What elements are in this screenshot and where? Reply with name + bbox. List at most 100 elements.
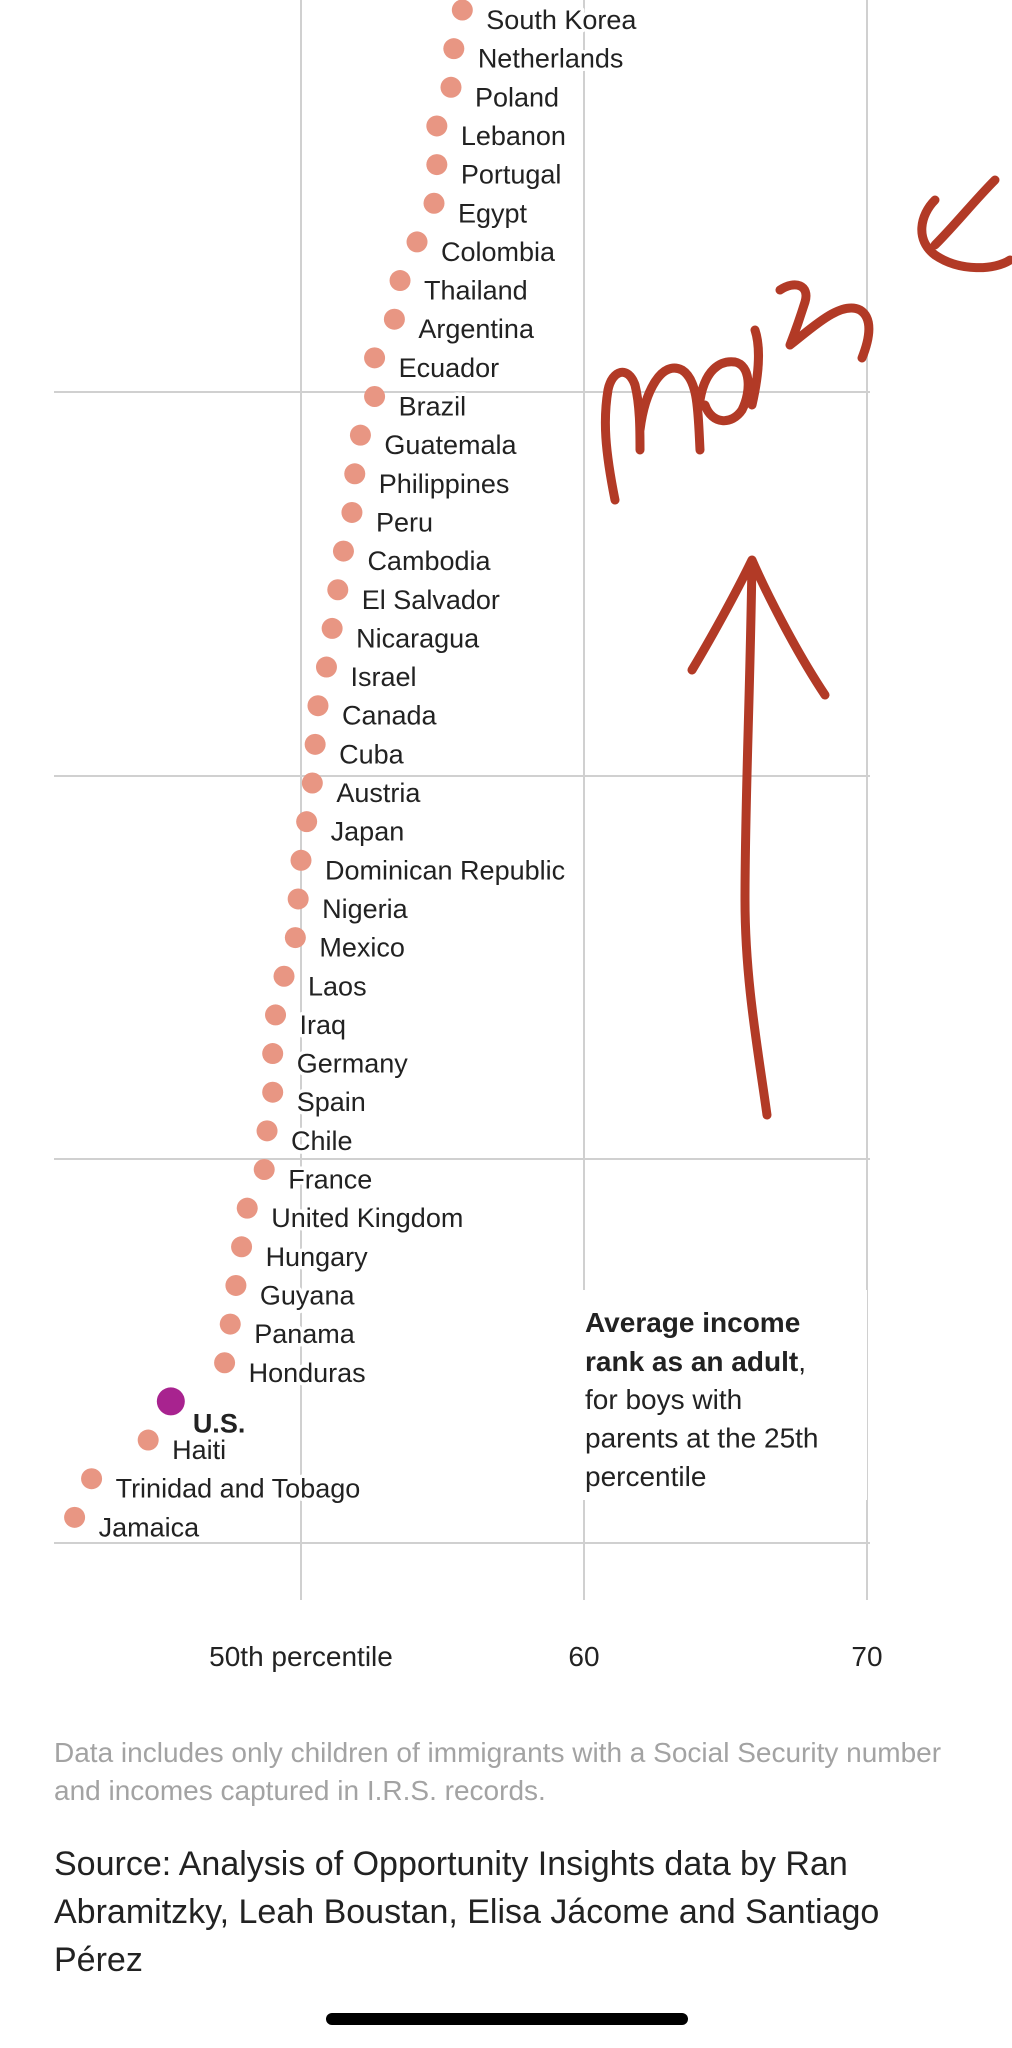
point-label-halo: Hungary xyxy=(266,1242,369,1272)
point-label: Netherlands xyxy=(478,44,624,74)
data-point xyxy=(262,1043,284,1065)
point-label-halo: France xyxy=(288,1165,372,1195)
point-label-halo: United Kingdom xyxy=(271,1203,463,1233)
point-label: Iraq xyxy=(300,1010,347,1040)
x-tick-label: 60 xyxy=(568,1641,599,1672)
x-axis-ticks: 50th percentile 60 70 xyxy=(209,1641,882,1672)
data-point xyxy=(284,927,306,949)
data-point xyxy=(364,386,386,407)
point-label-halo: Nigeria xyxy=(322,894,409,924)
point-label-halo: Panama xyxy=(254,1319,356,1349)
point-label: Honduras xyxy=(249,1358,366,1388)
point-label: France xyxy=(288,1165,372,1195)
point-label: Cambodia xyxy=(367,546,491,576)
point-label: Poland xyxy=(475,82,559,112)
point-label-halo: Iraq xyxy=(300,1010,347,1040)
point-label: United Kingdom xyxy=(271,1203,463,1233)
point-label-halo: Ecuador xyxy=(399,353,500,383)
data-point xyxy=(426,115,448,137)
axis-annotation: Average income rank as an adult, for boys … xyxy=(577,1290,867,1500)
point-label-halo: Canada xyxy=(342,701,438,731)
data-point xyxy=(262,1081,284,1103)
point-label-halo: Chile xyxy=(291,1126,353,1156)
point-label-halo: Cuba xyxy=(339,739,405,769)
point-label-halo: Portugal xyxy=(461,160,562,190)
point-label-halo: Guyana xyxy=(260,1280,356,1310)
point-label: Israel xyxy=(350,662,416,692)
point-label-halo: Nicaragua xyxy=(356,623,480,653)
point-label: Colombia xyxy=(441,237,556,267)
data-point xyxy=(406,231,428,253)
point-label-halo: El Salvador xyxy=(362,585,500,615)
data-point xyxy=(253,1159,275,1180)
annotation-line: parents at the 25th xyxy=(585,1423,819,1454)
annotation-heading: Average income xyxy=(585,1307,800,1338)
annotation-line: percentile xyxy=(585,1461,706,1492)
point-label: Austria xyxy=(336,778,421,808)
point-label: U.S. xyxy=(193,1408,246,1438)
point-label-halo: Israel xyxy=(350,662,416,692)
data-point xyxy=(423,192,445,214)
data-point xyxy=(156,1387,185,1416)
data-point xyxy=(364,347,386,369)
point-label: Ecuador xyxy=(399,353,500,383)
point-label-halo: Haiti xyxy=(172,1435,226,1465)
home-indicator xyxy=(326,2013,688,2025)
data-point xyxy=(341,501,363,523)
point-label: Dominican Republic xyxy=(325,855,565,885)
data-point xyxy=(426,154,448,176)
data-point xyxy=(301,772,323,794)
point-label-halo: Argentina xyxy=(418,314,535,344)
point-label: Trinidad and Tobago xyxy=(116,1474,361,1504)
data-point xyxy=(236,1197,258,1219)
data-point xyxy=(219,1313,241,1335)
point-label: Cuba xyxy=(339,739,405,769)
point-label: Lebanon xyxy=(461,121,566,151)
point-label-halo: Trinidad and Tobago xyxy=(116,1474,361,1504)
data-point xyxy=(290,849,312,871)
point-label: Egypt xyxy=(458,198,528,228)
data-point xyxy=(344,463,366,485)
annotation-backdrop xyxy=(577,1290,867,1500)
point-label-halo: Laos xyxy=(308,971,367,1001)
point-label-halo: South Korea xyxy=(486,5,637,35)
data-point xyxy=(327,579,349,601)
point-label: South Korea xyxy=(486,5,637,35)
point-label: Peru xyxy=(376,507,433,537)
point-label: Spain xyxy=(297,1087,366,1117)
point-label: Japan xyxy=(331,817,405,847)
point-label: Germany xyxy=(297,1049,409,1079)
point-label: Brazil xyxy=(399,392,467,422)
point-label-halo: Cambodia xyxy=(367,546,491,576)
data-point xyxy=(315,656,337,678)
point-label-halo: Netherlands xyxy=(478,44,624,74)
data-point xyxy=(225,1274,247,1296)
x-tick-label: 70 xyxy=(851,1641,882,1672)
data-point xyxy=(64,1506,86,1528)
data-point xyxy=(256,1120,278,1142)
point-label: Hungary xyxy=(266,1242,369,1272)
data-point xyxy=(321,617,343,639)
point-label: Panama xyxy=(254,1319,356,1349)
point-label-halo: Honduras xyxy=(249,1358,366,1388)
point-label: Chile xyxy=(291,1126,353,1156)
point-label: Philippines xyxy=(379,469,510,499)
point-label-halo: Brazil xyxy=(399,392,467,422)
point-label-halo: Jamaica xyxy=(99,1512,201,1542)
data-point xyxy=(349,424,371,446)
point-label: Laos xyxy=(308,971,367,1001)
point-label: Nigeria xyxy=(322,894,409,924)
point-label-halo: Guatemala xyxy=(384,430,517,460)
data-point xyxy=(81,1468,103,1490)
point-label-halo: Lebanon xyxy=(461,121,566,151)
data-point xyxy=(451,0,473,21)
point-label: Jamaica xyxy=(99,1512,201,1542)
point-label-halo: Spain xyxy=(297,1087,366,1117)
point-label-halo: Poland xyxy=(475,82,559,112)
data-point xyxy=(296,811,318,833)
data-point xyxy=(443,38,465,60)
source-credit: Source: Analysis of Opportunity Insights… xyxy=(54,1845,880,1979)
point-label: Argentina xyxy=(418,314,535,344)
